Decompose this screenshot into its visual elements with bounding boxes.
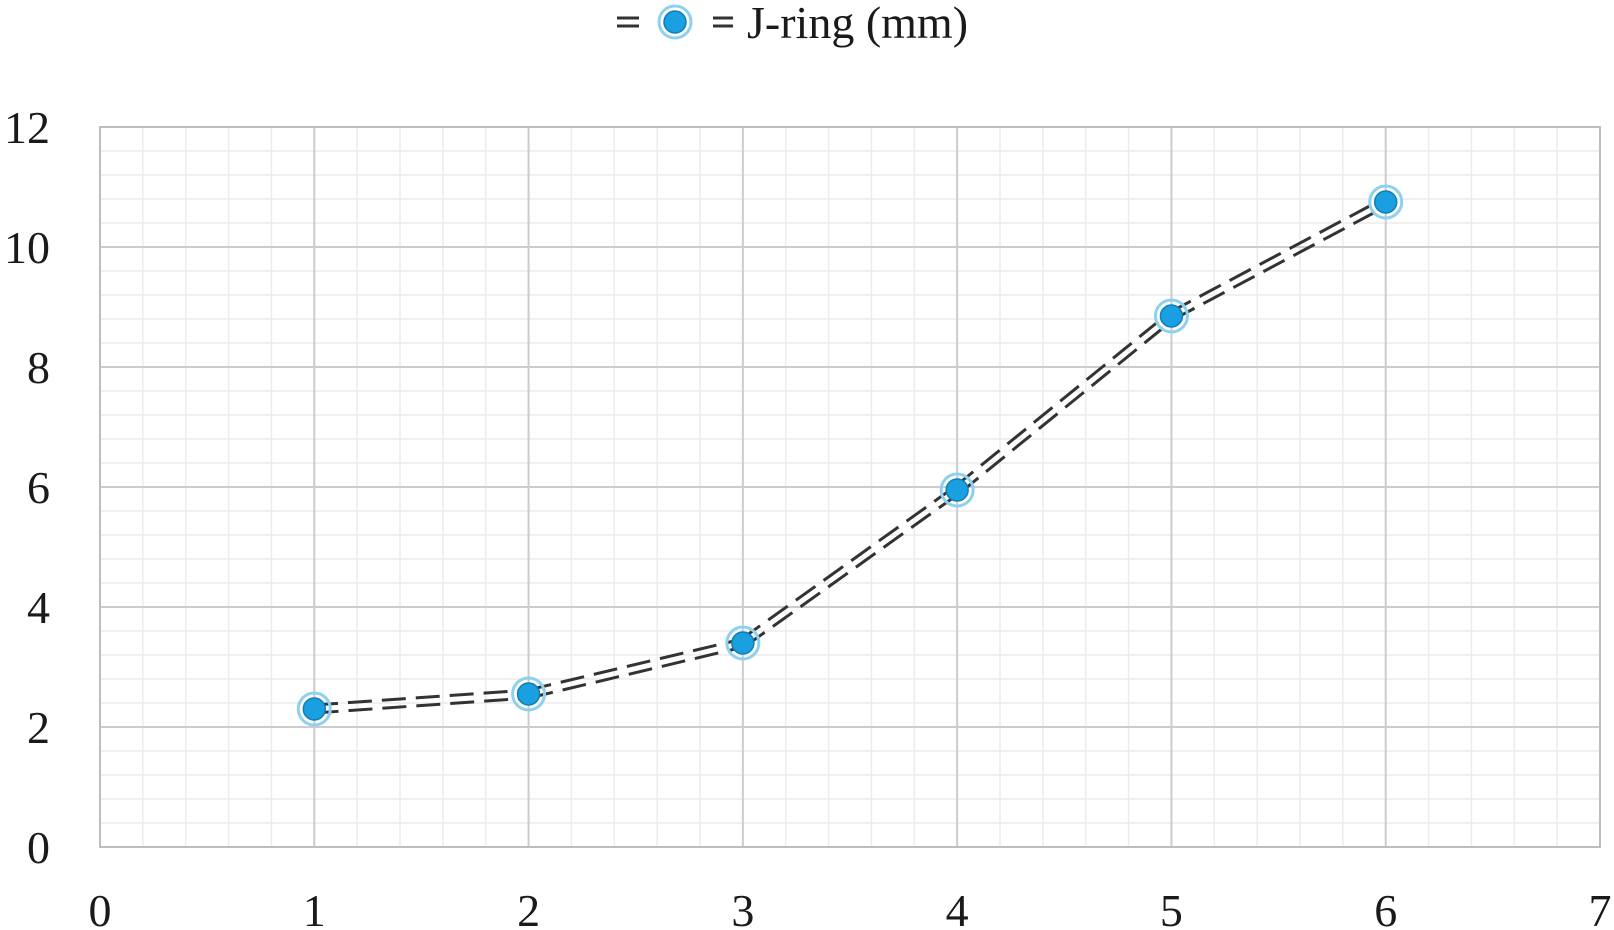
x-tick-label: 3	[731, 885, 754, 930]
series-line-segment	[314, 696, 529, 715]
x-tick-label: 1	[303, 885, 326, 930]
y-tick-label: 12	[4, 102, 50, 153]
x-tick-label: 6	[1374, 885, 1397, 930]
y-tick-label: 8	[27, 342, 50, 393]
legend-marker	[663, 10, 687, 34]
data-point	[945, 478, 969, 502]
series-line-segment	[958, 317, 1175, 495]
series-markers	[296, 184, 1404, 727]
legend-swatch	[617, 4, 733, 40]
major-grid	[99, 126, 1601, 848]
x-tick-label: 0	[89, 885, 112, 930]
data-point	[731, 631, 755, 655]
legend-label: J-ring (mm)	[747, 0, 968, 48]
x-tick-label: 7	[1589, 885, 1612, 930]
legend: J-ring (mm)	[617, 0, 968, 48]
y-tick-label: 2	[27, 702, 50, 753]
plot-area-border	[99, 126, 1601, 848]
data-point	[302, 697, 327, 721]
x-axis-ticks: 0 1 2 3 4 5 6 7	[89, 885, 1612, 930]
y-tick-label: 0	[27, 822, 50, 873]
series-line-segment	[527, 637, 743, 692]
x-tick-label: 2	[517, 885, 540, 930]
data-point-halo	[939, 472, 975, 508]
data-point	[1373, 190, 1398, 214]
data-point-halo	[511, 676, 547, 712]
series-line-segment	[313, 688, 529, 707]
x-tick-label: 5	[1160, 885, 1183, 930]
series-line-segment	[953, 311, 1170, 489]
data-point	[516, 682, 541, 706]
series-line-segment	[1168, 197, 1385, 314]
x-tick-label: 4	[946, 885, 969, 930]
series-lines	[313, 197, 1389, 715]
y-tick-label: 10	[4, 222, 50, 273]
data-point-halo	[1368, 184, 1404, 220]
series-line-segment	[529, 645, 745, 700]
data-point-halo	[1153, 298, 1189, 334]
data-point-halo	[725, 625, 761, 661]
series-line-segment	[739, 485, 956, 641]
y-axis-ticks: 0 2 4 6 8 10 12	[4, 102, 50, 873]
y-tick-label: 6	[27, 462, 50, 513]
series-line-segment	[1172, 204, 1389, 321]
data-point-halo	[296, 691, 332, 727]
data-point	[1159, 304, 1184, 328]
y-tick-label: 4	[27, 582, 50, 633]
series-line-segment	[744, 492, 961, 648]
